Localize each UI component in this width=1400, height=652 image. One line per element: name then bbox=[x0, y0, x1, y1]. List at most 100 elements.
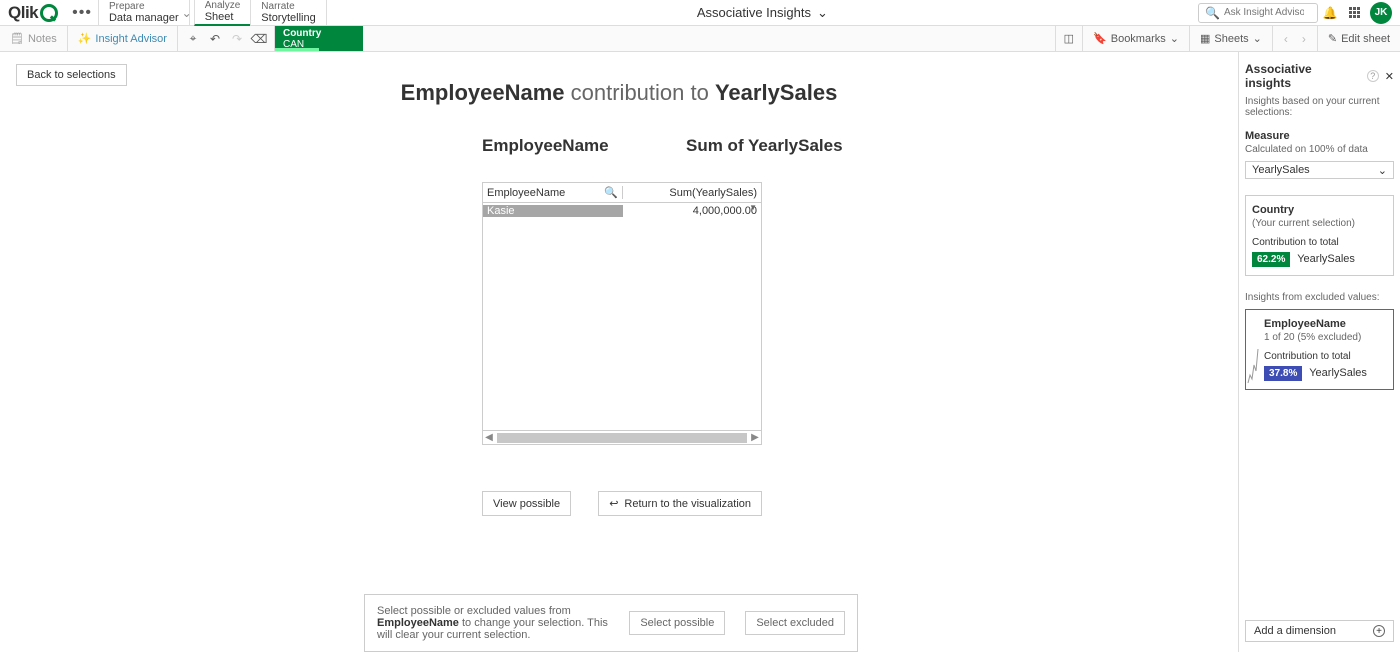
notes-button[interactable]: 🗒 Notes bbox=[0, 26, 68, 51]
app-title-text: Associative Insights bbox=[697, 5, 811, 20]
bookmarks-label: Bookmarks bbox=[1111, 33, 1166, 45]
logo-icon bbox=[40, 4, 58, 22]
msg-bold: EmployeeName bbox=[377, 617, 459, 629]
table-header-right[interactable]: Sum(YearlySales) ▼ bbox=[623, 187, 761, 199]
table-row[interactable]: Kasie 4,000,000.00 bbox=[483, 203, 761, 219]
help-icon[interactable]: ? bbox=[1367, 70, 1379, 82]
data-table: EmployeeName 🔍 Sum(YearlySales) ▼ Kasie … bbox=[482, 182, 762, 445]
measure-value: YearlySales bbox=[1252, 164, 1310, 176]
table-actions: View possible ↩ Return to the visualizat… bbox=[482, 491, 762, 516]
selection-chip-country[interactable]: Country CAN bbox=[275, 26, 363, 51]
tab-narrate[interactable]: Narrate Storytelling bbox=[250, 0, 326, 26]
column-header-right: Sum of YearlySales bbox=[686, 136, 843, 156]
tab-label-bottom: Storytelling bbox=[261, 12, 315, 24]
tab-label-top: Prepare bbox=[109, 1, 179, 12]
select-possible-button[interactable]: Select possible bbox=[629, 611, 725, 635]
search-icon[interactable]: 🔍 bbox=[604, 186, 618, 199]
header-right-label: Sum(YearlySales) bbox=[669, 187, 757, 199]
insight-card-country[interactable]: Country (Your current selection) Contrib… bbox=[1245, 195, 1394, 276]
card-pct-badge: 37.8% bbox=[1264, 366, 1302, 381]
card-sub: (Your current selection) bbox=[1252, 218, 1387, 229]
tab-analyze[interactable]: Analyze Sheet bbox=[194, 0, 251, 26]
bell-icon[interactable]: 🔔 bbox=[1318, 1, 1342, 25]
plus-icon: + bbox=[1373, 625, 1385, 637]
measure-select[interactable]: YearlySales ⌄ bbox=[1245, 161, 1394, 179]
sheet-nav: ‹ › bbox=[1272, 26, 1317, 51]
insight-card-employee[interactable]: EmployeeName 1 of 20 (5% excluded) Contr… bbox=[1245, 309, 1394, 390]
right-panel: Associative insights ? ✕ Insights based … bbox=[1238, 52, 1400, 652]
back-to-selections-button[interactable]: Back to selections bbox=[16, 64, 127, 86]
logo[interactable]: Qlik bbox=[8, 3, 58, 23]
cell-value: 4,000,000.00 bbox=[623, 205, 761, 217]
page-title: EmployeeName contribution to YearlySales bbox=[16, 80, 1222, 106]
selections-tool-button[interactable]: ◫ bbox=[1055, 26, 1082, 51]
step-back-icon[interactable]: ↶ bbox=[204, 28, 226, 50]
table-body: Kasie 4,000,000.00 bbox=[483, 203, 761, 430]
search-input[interactable] bbox=[1224, 7, 1304, 18]
table-hscroll[interactable]: ◀ ▶ bbox=[483, 430, 761, 444]
msg-pre: Select possible or excluded values from bbox=[377, 605, 571, 617]
add-dim-label: Add a dimension bbox=[1254, 625, 1336, 637]
tab-label-top: Narrate bbox=[261, 1, 315, 12]
table-header-left[interactable]: EmployeeName 🔍 bbox=[483, 186, 623, 199]
panel-title: Associative insights bbox=[1245, 62, 1361, 90]
chevron-down-icon: ⌄ bbox=[1378, 164, 1387, 177]
bottom-bar: Select possible or excluded values from … bbox=[364, 594, 858, 652]
bookmarks-button[interactable]: 🔖 Bookmarks ⌄ bbox=[1082, 26, 1189, 51]
next-sheet-icon[interactable]: › bbox=[1295, 32, 1313, 46]
panel-subtitle: Insights based on your current selection… bbox=[1245, 96, 1394, 118]
clear-selections-icon[interactable]: ⌫ bbox=[248, 28, 270, 50]
top-bar: Qlik ••• Prepare Data manager ⌄ Analyze … bbox=[0, 0, 1400, 26]
tab-prepare[interactable]: Prepare Data manager bbox=[98, 0, 190, 26]
return-label: Return to the visualization bbox=[624, 498, 751, 510]
card-sub: 1 of 20 (5% excluded) bbox=[1264, 332, 1387, 343]
search-box[interactable]: 🔍 bbox=[1198, 3, 1318, 23]
avatar[interactable]: JK bbox=[1370, 2, 1392, 24]
prev-sheet-icon[interactable]: ‹ bbox=[1277, 32, 1295, 46]
bottom-message: Select possible or excluded values from … bbox=[377, 605, 609, 641]
add-dimension-button[interactable]: Add a dimension + bbox=[1245, 620, 1394, 642]
selections-icon: ◫ bbox=[1064, 32, 1074, 45]
grid-icon[interactable] bbox=[1342, 1, 1366, 25]
measure-label: Measure bbox=[1245, 130, 1394, 142]
cell-name: Kasie bbox=[483, 205, 623, 217]
step-forward-icon[interactable]: ↷ bbox=[226, 28, 248, 50]
tab-label-bottom: Sheet bbox=[205, 11, 241, 23]
card-metric: YearlySales bbox=[1309, 367, 1367, 379]
select-excluded-button[interactable]: Select excluded bbox=[745, 611, 845, 635]
title-mid: contribution to bbox=[565, 80, 715, 105]
card-label: Contribution to total bbox=[1264, 351, 1387, 362]
card-title: EmployeeName bbox=[1264, 318, 1387, 330]
notes-icon: 🗒 bbox=[10, 32, 24, 45]
scroll-track[interactable] bbox=[497, 433, 747, 443]
sheets-label: Sheets bbox=[1214, 33, 1248, 45]
chevron-down-icon: ⌄ bbox=[1170, 32, 1179, 45]
sort-indicator-icon: ▼ bbox=[749, 203, 757, 212]
card-metric: YearlySales bbox=[1297, 253, 1355, 265]
insight-advisor-button[interactable]: ✨ Insight Advisor bbox=[68, 26, 178, 51]
smart-search-icon[interactable]: ⌖ bbox=[182, 28, 204, 50]
notes-label: Notes bbox=[28, 33, 57, 45]
scroll-left-icon[interactable]: ◀ bbox=[483, 432, 495, 443]
sparkline-icon bbox=[1246, 345, 1260, 385]
pencil-icon: ✎ bbox=[1328, 32, 1337, 45]
measure-note: Calculated on 100% of data bbox=[1245, 144, 1394, 155]
sheets-icon: ▦ bbox=[1200, 32, 1210, 45]
more-menu-icon[interactable]: ••• bbox=[72, 4, 92, 22]
edit-sheet-button[interactable]: ✎ Edit sheet bbox=[1317, 26, 1400, 51]
scroll-right-icon[interactable]: ▶ bbox=[749, 432, 761, 443]
view-possible-button[interactable]: View possible bbox=[482, 491, 571, 516]
tab-label-top: Analyze bbox=[205, 0, 241, 11]
chevron-down-icon: ⌄ bbox=[817, 5, 828, 21]
logo-text: Qlik bbox=[8, 3, 38, 23]
tab-label-bottom: Data manager bbox=[109, 12, 179, 24]
return-visualization-button[interactable]: ↩ Return to the visualization bbox=[598, 491, 762, 516]
app-title[interactable]: Associative Insights ⌄ bbox=[327, 5, 1198, 21]
bookmark-icon: 🔖 bbox=[1093, 32, 1107, 45]
close-icon[interactable]: ✕ bbox=[1385, 70, 1394, 83]
title-field1: EmployeeName bbox=[401, 80, 565, 105]
column-header-left: EmployeeName bbox=[482, 136, 622, 156]
toolbar: 🗒 Notes ✨ Insight Advisor ⌖ ↶ ↷ ⌫ Countr… bbox=[0, 26, 1400, 52]
chevron-down-icon[interactable]: ⌄ bbox=[182, 6, 192, 20]
sheets-button[interactable]: ▦ Sheets ⌄ bbox=[1189, 26, 1272, 51]
